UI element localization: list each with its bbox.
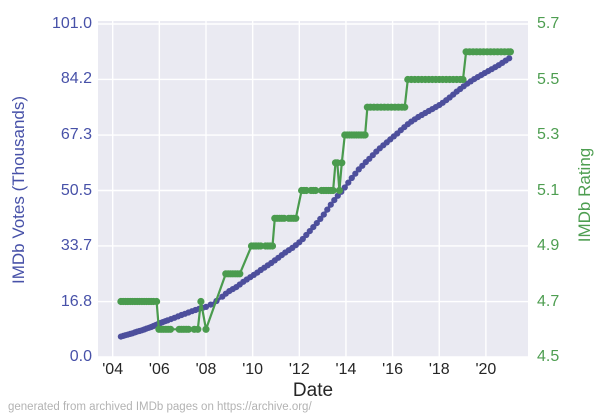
x-tick-label: '14 bbox=[335, 361, 357, 378]
rating-data-point bbox=[338, 159, 346, 167]
right-y-tick-label: 5.3 bbox=[537, 126, 560, 143]
votes-data-point bbox=[331, 197, 338, 204]
right-y-tick-label: 4.9 bbox=[537, 237, 560, 254]
rating-data-point bbox=[361, 131, 369, 139]
votes-data-point bbox=[310, 224, 317, 231]
rating-data-point bbox=[268, 242, 277, 250]
votes-data-point bbox=[202, 303, 210, 310]
left-y-tick-label: 0.0 bbox=[69, 348, 92, 365]
votes-data-point bbox=[207, 301, 214, 308]
votes-data-point bbox=[348, 174, 355, 182]
rating-data-point bbox=[166, 325, 175, 333]
votes-data-point bbox=[317, 215, 324, 222]
x-tick-label: '06 bbox=[148, 361, 170, 378]
rating-data-point bbox=[194, 325, 202, 333]
x-tick-label: '16 bbox=[382, 361, 404, 378]
votes-data-point bbox=[324, 206, 331, 213]
rating-data-point bbox=[184, 325, 193, 333]
x-tick-label: '20 bbox=[475, 361, 497, 378]
left-y-tick-label: 50.5 bbox=[60, 181, 92, 199]
x-tick-label: '12 bbox=[288, 361, 310, 378]
votes-data-point bbox=[341, 184, 348, 191]
right-y-tick-label: 4.5 bbox=[537, 348, 560, 365]
left-axis-title: IMDb Votes (Thousands) bbox=[9, 95, 28, 285]
rating-data-point bbox=[459, 75, 467, 84]
rating-data-point bbox=[312, 186, 320, 195]
rating-data-point bbox=[202, 325, 210, 333]
right-y-tick-label: 4.7 bbox=[537, 292, 560, 310]
votes-data-point bbox=[334, 192, 341, 199]
left-y-tick-label: 101.0 bbox=[51, 15, 92, 32]
right-y-tick-label: 5.1 bbox=[537, 181, 560, 199]
footer-note: generated from archived IMDb pages on ht… bbox=[8, 401, 312, 413]
right-y-tick-label: 5.7 bbox=[537, 15, 560, 32]
left-y-tick-label: 84.2 bbox=[60, 70, 92, 88]
votes-data-point bbox=[327, 201, 334, 208]
left-y-tick-label: 33.7 bbox=[60, 236, 92, 254]
votes-data-point bbox=[352, 170, 359, 177]
left-y-tick-label: 67.3 bbox=[60, 126, 92, 144]
rating-data-point bbox=[292, 214, 300, 222]
votes-data-point bbox=[299, 235, 306, 243]
votes-data-point bbox=[506, 55, 513, 62]
left-y-tick-label: 16.8 bbox=[60, 292, 92, 310]
rating-data-point bbox=[329, 186, 337, 195]
rating-data-point bbox=[197, 297, 205, 306]
rating-data-point bbox=[401, 103, 409, 111]
x-tick-label: '08 bbox=[195, 361, 217, 378]
right-axis-title: IMDb Rating bbox=[575, 147, 594, 243]
x-tick-label: '18 bbox=[428, 361, 450, 378]
rating-data-point bbox=[153, 297, 161, 306]
rating-data-point bbox=[236, 270, 244, 278]
x-tick-label: '04 bbox=[102, 361, 124, 378]
votes-data-point bbox=[345, 179, 352, 186]
votes-data-point bbox=[320, 211, 327, 218]
votes-data-point bbox=[306, 228, 313, 235]
x-axis-title: Date bbox=[292, 380, 334, 401]
right-y-tick-label: 5.5 bbox=[537, 70, 560, 88]
rating-data-point bbox=[506, 48, 514, 56]
rating-data-point bbox=[335, 186, 343, 195]
votes-data-point bbox=[313, 220, 320, 227]
x-tick-label: '10 bbox=[242, 361, 264, 378]
